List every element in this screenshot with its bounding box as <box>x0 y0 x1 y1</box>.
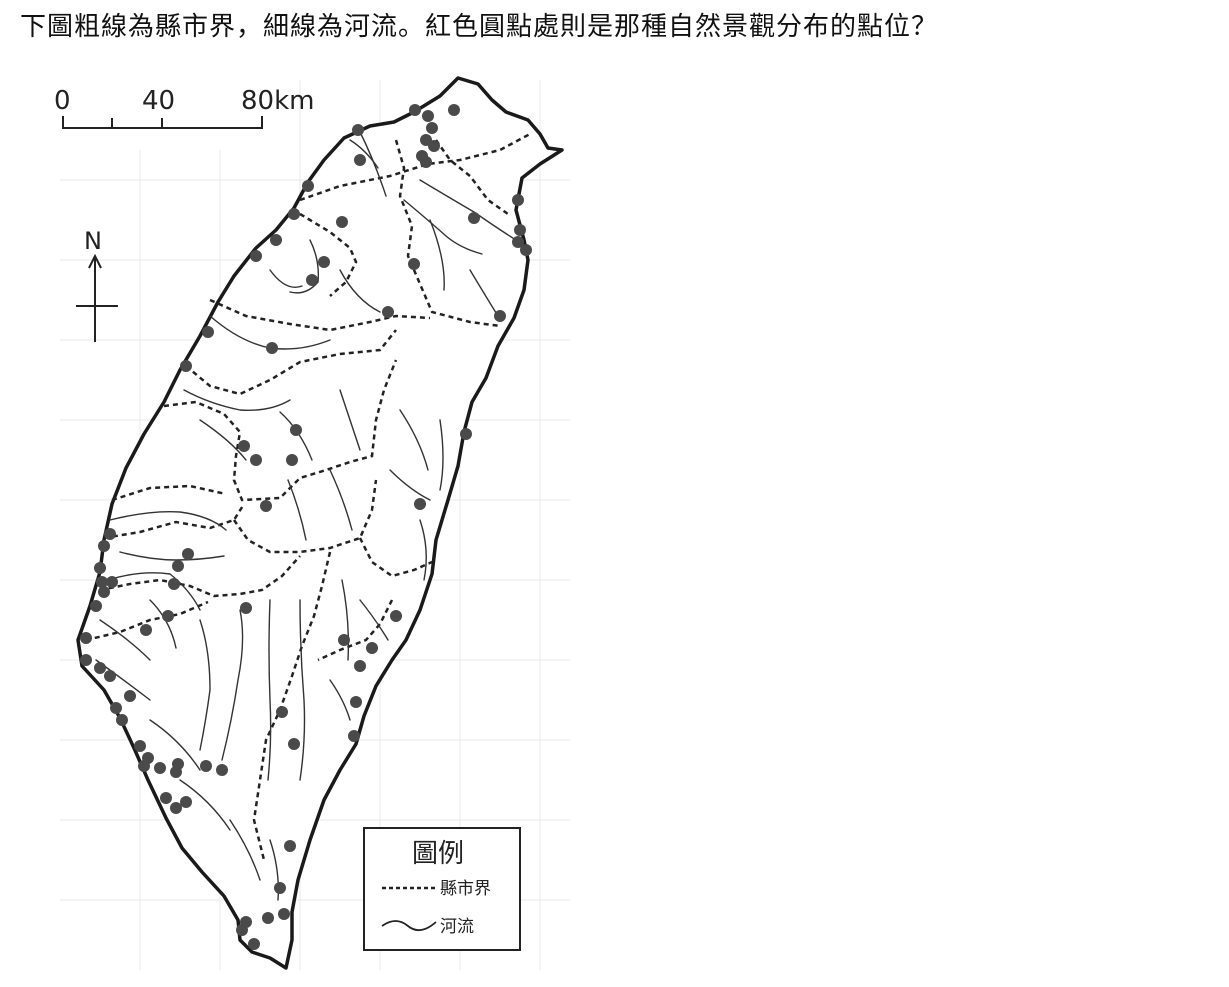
point-marker <box>90 600 102 612</box>
point-marker <box>420 156 432 168</box>
point-marker <box>274 882 286 894</box>
legend-river-symbol <box>381 920 437 932</box>
point-marker <box>134 740 146 752</box>
point-marker <box>80 632 92 644</box>
point-marker <box>238 440 250 452</box>
point-marker <box>116 714 128 726</box>
point-marker <box>512 236 524 248</box>
point-marker <box>520 244 532 256</box>
point-marker <box>409 104 421 116</box>
point-marker <box>426 122 438 134</box>
point-marker <box>140 624 152 636</box>
question-text: 下圖粗線為縣市界，細線為河流。紅色圓點處則是那種自然景觀分布的點位？ <box>20 12 939 42</box>
point-marker <box>104 528 116 540</box>
point-marker <box>318 256 330 268</box>
point-marker <box>306 274 318 286</box>
point-marker <box>348 730 360 742</box>
point-marker <box>494 310 506 322</box>
point-marker <box>94 562 106 574</box>
legend: 圖例 縣市界 河流 <box>363 827 521 951</box>
point-marker <box>290 424 302 436</box>
point-marker <box>162 610 174 622</box>
point-marker <box>278 908 290 920</box>
point-marker <box>266 342 278 354</box>
point-marker <box>352 124 364 136</box>
point-marker <box>512 194 524 206</box>
point-marker <box>98 586 110 598</box>
point-marker <box>170 802 182 814</box>
point-marker <box>200 760 212 772</box>
point-marker <box>138 760 150 772</box>
point-marker <box>354 660 366 672</box>
county-boundaries <box>85 132 531 861</box>
point-marker <box>468 212 480 224</box>
point-marker <box>106 576 118 588</box>
point-marker <box>262 912 274 924</box>
point-marker <box>182 548 194 560</box>
point-marker <box>302 180 314 192</box>
point-marker <box>408 258 420 270</box>
point-marker <box>288 208 300 220</box>
point-marker <box>216 764 228 776</box>
point-marker <box>350 696 362 708</box>
point-marker <box>250 250 262 262</box>
point-marker <box>170 766 182 778</box>
point-marker <box>288 738 300 750</box>
north-label: N <box>84 227 102 255</box>
north-arrow-icon: N <box>76 227 118 342</box>
point-marker <box>338 634 350 646</box>
point-marker <box>448 104 460 116</box>
rivers <box>95 131 517 901</box>
legend-item-river: 河流 <box>440 917 474 937</box>
point-marker <box>160 792 172 804</box>
point-marker <box>250 454 262 466</box>
point-marker <box>180 360 192 372</box>
point-marker <box>248 938 260 950</box>
point-marker <box>104 670 116 682</box>
point-marker <box>240 602 252 614</box>
scale-label-0: 0 <box>54 86 71 116</box>
point-marker <box>168 578 180 590</box>
scale-label-40: 40 <box>142 86 175 116</box>
point-marker <box>270 234 282 246</box>
point-marker <box>354 154 366 166</box>
legend-title: 圖例 <box>412 839 464 869</box>
legend-item-county: 縣市界 <box>440 879 491 899</box>
point-marker <box>110 702 122 714</box>
point-marker <box>422 110 434 122</box>
point-marker <box>260 500 272 512</box>
scale-bar: 0 40 80km <box>54 86 314 129</box>
point-marker <box>286 454 298 466</box>
point-marker <box>124 690 136 702</box>
point-markers <box>80 104 532 950</box>
scale-label-80: 80km <box>241 86 314 116</box>
point-marker <box>382 306 394 318</box>
point-marker <box>514 224 526 236</box>
point-marker <box>390 610 402 622</box>
point-marker <box>366 642 378 654</box>
point-marker <box>98 540 110 552</box>
point-marker <box>276 706 288 718</box>
point-marker <box>180 796 192 808</box>
point-marker <box>236 924 248 936</box>
point-marker <box>414 498 426 510</box>
point-marker <box>460 428 472 440</box>
point-marker <box>428 140 440 152</box>
point-marker <box>96 576 108 588</box>
point-marker <box>94 662 106 674</box>
point-marker <box>336 216 348 228</box>
point-marker <box>172 560 184 572</box>
point-marker <box>154 762 166 774</box>
point-marker <box>284 840 296 852</box>
point-marker <box>80 654 92 666</box>
point-marker <box>202 326 214 338</box>
